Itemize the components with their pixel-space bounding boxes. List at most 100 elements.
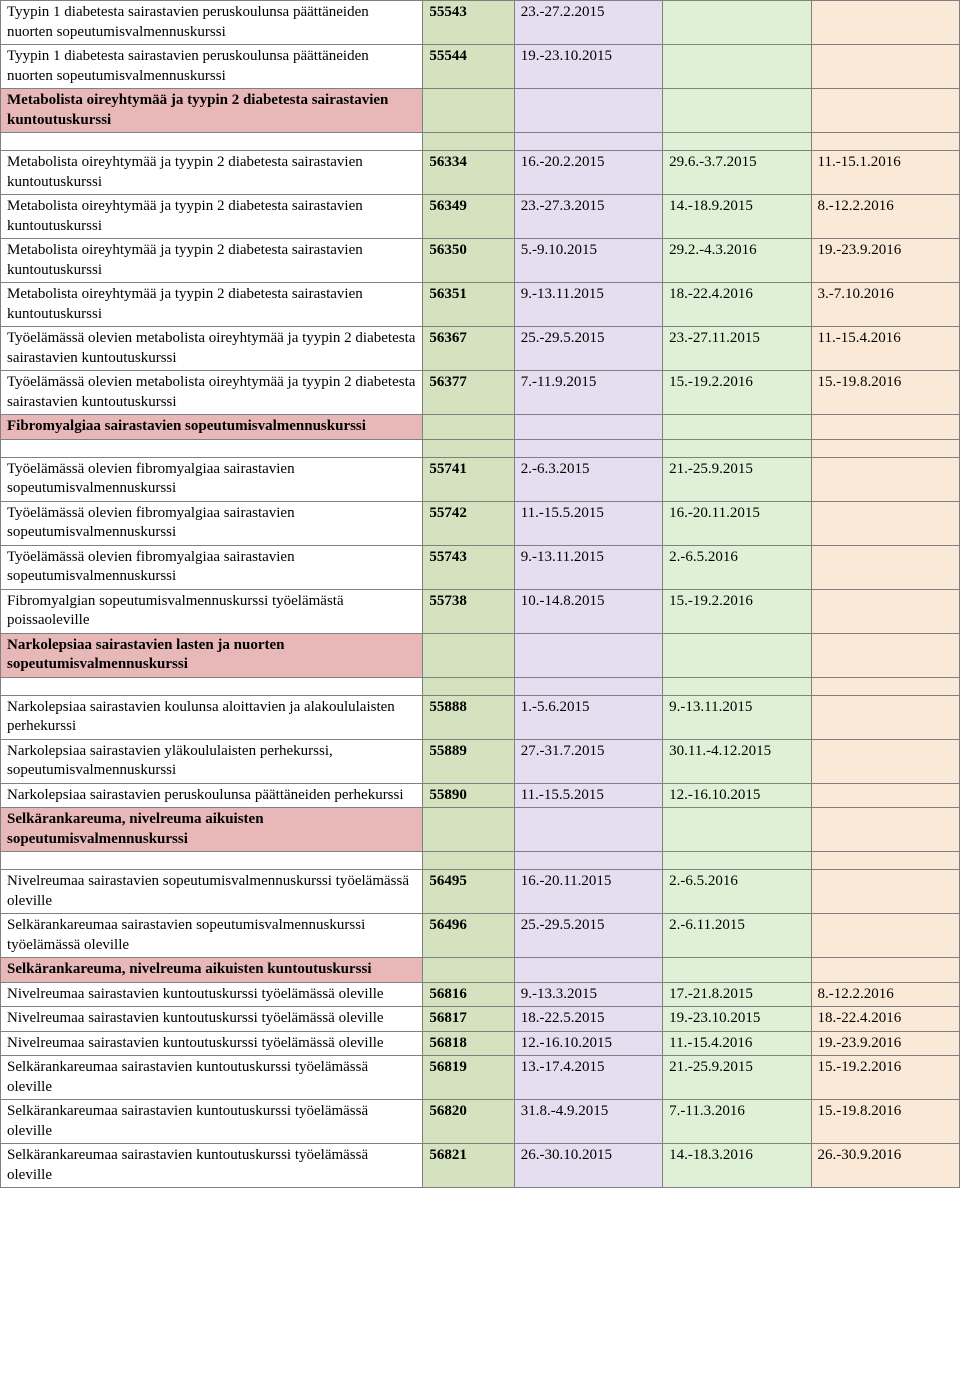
table-cell: 56334 xyxy=(423,151,514,195)
table-row: Narkolepsiaa sairastavien koulunsa aloit… xyxy=(1,695,960,739)
table-cell: 30.11.-4.12.2015 xyxy=(663,739,811,783)
table-cell xyxy=(811,633,959,677)
table-cell: 15.-19.2.2016 xyxy=(811,1056,959,1100)
table-cell: 8.-12.2.2016 xyxy=(811,195,959,239)
table-cell: 56495 xyxy=(423,870,514,914)
table-cell: 56350 xyxy=(423,239,514,283)
table-cell xyxy=(423,808,514,852)
table-row: Nivelreumaa sairastavien kuntoutuskurssi… xyxy=(1,1007,960,1032)
table-cell: Nivelreumaa sairastavien kuntoutuskurssi… xyxy=(1,1031,423,1056)
table-cell xyxy=(811,457,959,501)
table-row: Nivelreumaa sairastavien kuntoutuskurssi… xyxy=(1,982,960,1007)
table-cell: 2.-6.5.2016 xyxy=(663,870,811,914)
table-cell xyxy=(811,739,959,783)
table-cell: 16.-20.2.2015 xyxy=(514,151,662,195)
table-cell xyxy=(811,783,959,808)
table-cell: 26.-30.10.2015 xyxy=(514,1144,662,1188)
table-cell: 56496 xyxy=(423,914,514,958)
table-cell xyxy=(423,633,514,677)
table-cell xyxy=(811,133,959,151)
table-cell xyxy=(423,677,514,695)
table-cell xyxy=(514,852,662,870)
table-cell: Tyypin 1 diabetesta sairastavien perusko… xyxy=(1,1,423,45)
table-cell: Metabolista oireyhtymää ja tyypin 2 diab… xyxy=(1,195,423,239)
table-cell: 15.-19.2.2016 xyxy=(663,371,811,415)
table-row: Metabolista oireyhtymää ja tyypin 2 diab… xyxy=(1,151,960,195)
table-cell xyxy=(663,439,811,457)
table-cell: 16.-20.11.2015 xyxy=(514,870,662,914)
table-row xyxy=(1,439,960,457)
table-row: Nivelreumaa sairastavien sopeutumisvalme… xyxy=(1,870,960,914)
table-row xyxy=(1,133,960,151)
table-row xyxy=(1,677,960,695)
table-cell xyxy=(811,415,959,440)
table-row: Narkolepsiaa sairastavien lasten ja nuor… xyxy=(1,633,960,677)
table-cell: 15.-19.8.2016 xyxy=(811,371,959,415)
table-row: Metabolista oireyhtymää ja tyypin 2 diab… xyxy=(1,239,960,283)
table-row: Metabolista oireyhtymää ja tyypin 2 diab… xyxy=(1,195,960,239)
table-cell xyxy=(423,958,514,983)
table-cell: Metabolista oireyhtymää ja tyypin 2 diab… xyxy=(1,283,423,327)
table-cell: 55544 xyxy=(423,45,514,89)
table-cell xyxy=(423,415,514,440)
table-cell xyxy=(811,589,959,633)
table-cell: Selkärankareumaa sairastavien kuntoutusk… xyxy=(1,1144,423,1188)
table-cell: 55738 xyxy=(423,589,514,633)
table-cell: Narkolepsiaa sairastavien koulunsa aloit… xyxy=(1,695,423,739)
table-cell xyxy=(663,133,811,151)
table-cell: 29.6.-3.7.2015 xyxy=(663,151,811,195)
table-cell xyxy=(663,677,811,695)
table-row: Selkärankareumaa sairastavien sopeutumis… xyxy=(1,914,960,958)
table-cell xyxy=(663,808,811,852)
table-cell xyxy=(514,439,662,457)
table-cell: 15.-19.8.2016 xyxy=(811,1100,959,1144)
table-cell: Narkolepsiaa sairastavien lasten ja nuor… xyxy=(1,633,423,677)
table-cell: 56819 xyxy=(423,1056,514,1100)
table-cell: 5.-9.10.2015 xyxy=(514,239,662,283)
table-cell: 10.-14.8.2015 xyxy=(514,589,662,633)
table-cell xyxy=(663,1,811,45)
table-cell xyxy=(811,914,959,958)
table-cell xyxy=(811,501,959,545)
table-cell: 21.-25.9.2015 xyxy=(663,1056,811,1100)
table-cell: 31.8.-4.9.2015 xyxy=(514,1100,662,1144)
table-cell xyxy=(514,677,662,695)
table-row: Metabolista oireyhtymää ja tyypin 2 diab… xyxy=(1,283,960,327)
table-cell: 23.-27.2.2015 xyxy=(514,1,662,45)
table-cell: 56377 xyxy=(423,371,514,415)
table-cell xyxy=(514,958,662,983)
table-cell: 55742 xyxy=(423,501,514,545)
table-cell xyxy=(811,439,959,457)
table-cell: 12.-16.10.2015 xyxy=(514,1031,662,1056)
table-cell: 19.-23.10.2015 xyxy=(514,45,662,89)
table-cell: 23.-27.3.2015 xyxy=(514,195,662,239)
table-cell: 1.-5.6.2015 xyxy=(514,695,662,739)
table-cell: 55741 xyxy=(423,457,514,501)
table-cell: 19.-23.9.2016 xyxy=(811,1031,959,1056)
table-cell: 2.-6.5.2016 xyxy=(663,545,811,589)
table-row: Selkärankareumaa sairastavien kuntoutusk… xyxy=(1,1100,960,1144)
table-cell: 56367 xyxy=(423,327,514,371)
table-cell xyxy=(811,852,959,870)
table-cell: 17.-21.8.2015 xyxy=(663,982,811,1007)
table-cell: 56351 xyxy=(423,283,514,327)
table-cell xyxy=(514,415,662,440)
table-cell: Selkärankareumaa sairastavien kuntoutusk… xyxy=(1,1100,423,1144)
table-row: Työelämässä olevien fibromyalgiaa sairas… xyxy=(1,545,960,589)
table-cell: 55888 xyxy=(423,695,514,739)
table-cell: 18.-22.5.2015 xyxy=(514,1007,662,1032)
table-cell: Selkärankareuma, nivelreuma aikuisten ku… xyxy=(1,958,423,983)
table-cell: Työelämässä olevien fibromyalgiaa sairas… xyxy=(1,457,423,501)
table-cell: 9.-13.11.2015 xyxy=(514,283,662,327)
table-cell xyxy=(514,808,662,852)
table-cell: 14.-18.9.2015 xyxy=(663,195,811,239)
table-cell: 7.-11.9.2015 xyxy=(514,371,662,415)
table-cell: 2.-6.11.2015 xyxy=(663,914,811,958)
table-cell: 12.-16.10.2015 xyxy=(663,783,811,808)
table-cell: 19.-23.9.2016 xyxy=(811,239,959,283)
table-cell xyxy=(811,45,959,89)
table-cell xyxy=(663,415,811,440)
table-cell: 9.-13.3.2015 xyxy=(514,982,662,1007)
table-cell xyxy=(811,695,959,739)
table-cell: 56821 xyxy=(423,1144,514,1188)
